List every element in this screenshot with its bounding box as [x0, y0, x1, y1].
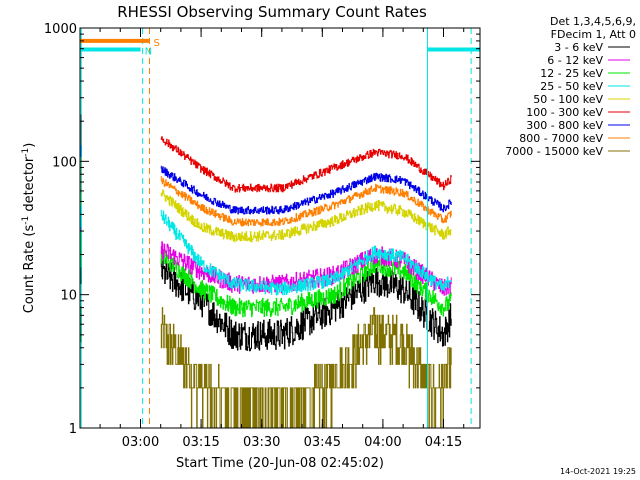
series-line-0 [160, 257, 452, 352]
series-line-6 [160, 165, 452, 215]
y-tick-label: 100 [52, 155, 77, 170]
y-tick-label: 10 [60, 289, 77, 304]
y-axis: 1 10 100 1000 [44, 22, 480, 437]
legend-entry-label: 6 - 12 keV [547, 54, 603, 67]
legend-entry-label: 800 - 7000 keV [519, 132, 603, 145]
y-tick-label: 1000 [44, 22, 77, 37]
legend: Det 1,3,4,5,6,9, FDecim 1, Att 0 3 - 6 k… [505, 15, 636, 158]
plot-frame [79, 27, 481, 429]
series-line-4 [160, 189, 452, 243]
legend-entry-label: 12 - 25 keV [540, 67, 603, 80]
y-axis-label: Count Rate (s-1 detector-1) [21, 143, 37, 314]
chart-title: RHESSI Observing Summary Count Rates [117, 3, 427, 21]
x-tick-label: 04:15 [425, 435, 462, 450]
flags-layer: SN [80, 28, 480, 428]
x-tick-label: 03:30 [243, 435, 280, 450]
y-tick-label: 1 [69, 422, 77, 437]
flag-label: N [145, 46, 152, 57]
legend-entry-label: 50 - 100 keV [533, 93, 603, 106]
series-line-5 [160, 136, 452, 193]
legend-header-line-2: FDecim 1, Att 0 [551, 28, 636, 41]
legend-entry-label: 100 - 300 keV [526, 106, 603, 119]
x-tick-label: 04:00 [364, 435, 401, 450]
flag-label: S [153, 38, 159, 49]
x-tick-label: 03:00 [122, 435, 159, 450]
legend-entry-label: 7000 - 15000 keV [505, 145, 603, 158]
x-tick-label: 03:45 [304, 435, 341, 450]
series-line-3 [160, 209, 452, 296]
x-tick-label: 03:15 [182, 435, 219, 450]
footer-timestamp: 14-Oct-2021 19:25 [560, 467, 636, 476]
series-line-2 [160, 246, 452, 318]
legend-entry-label: 3 - 6 keV [554, 41, 603, 54]
series-line-7 [160, 176, 452, 227]
x-axis-label: Start Time (20-Jun-08 02:45:02) [176, 456, 384, 471]
x-axis: 03:00 03:15 03:30 03:45 04:00 04:15 [99, 28, 465, 450]
legend-header-line-1: Det 1,3,4,5,6,9, [550, 15, 636, 28]
legend-entry-label: 25 - 50 keV [540, 80, 603, 93]
legend-entry-label: 300 - 800 keV [526, 119, 603, 132]
